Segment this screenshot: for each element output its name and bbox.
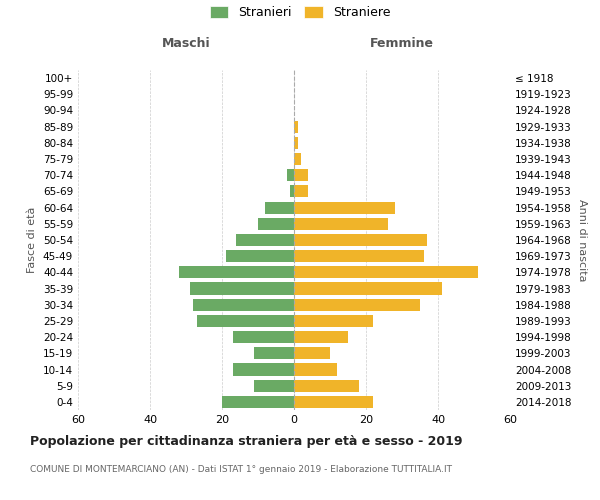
Bar <box>294 380 359 392</box>
Bar <box>236 234 294 246</box>
Bar <box>294 169 308 181</box>
Bar <box>294 153 301 165</box>
Text: COMUNE DI MONTEMARCIANO (AN) - Dati ISTAT 1° gennaio 2019 - Elaborazione TUTTITA: COMUNE DI MONTEMARCIANO (AN) - Dati ISTA… <box>30 465 452 474</box>
Text: Maschi: Maschi <box>161 37 211 50</box>
Y-axis label: Anni di nascita: Anni di nascita <box>577 198 587 281</box>
Text: Popolazione per cittadinanza straniera per età e sesso - 2019: Popolazione per cittadinanza straniera p… <box>30 435 463 448</box>
Bar <box>294 282 442 294</box>
Bar <box>197 315 294 327</box>
Bar <box>294 250 424 262</box>
Bar <box>265 202 294 213</box>
Bar <box>294 331 348 343</box>
Bar <box>294 266 478 278</box>
Bar <box>294 315 373 327</box>
Bar <box>294 298 420 311</box>
Bar <box>294 137 298 149</box>
Bar <box>233 331 294 343</box>
Bar <box>190 282 294 294</box>
Text: Femmine: Femmine <box>370 37 434 50</box>
Bar <box>294 234 427 246</box>
Bar <box>258 218 294 230</box>
Bar <box>290 186 294 198</box>
Legend: Stranieri, Straniere: Stranieri, Straniere <box>209 6 391 19</box>
Bar <box>222 396 294 408</box>
Bar <box>294 120 298 132</box>
Bar <box>294 364 337 376</box>
Bar <box>294 348 330 360</box>
Y-axis label: Fasce di età: Fasce di età <box>28 207 37 273</box>
Bar <box>233 364 294 376</box>
Bar <box>294 218 388 230</box>
Bar <box>254 380 294 392</box>
Bar <box>294 186 308 198</box>
Bar <box>294 396 373 408</box>
Bar <box>226 250 294 262</box>
Bar <box>193 298 294 311</box>
Bar <box>294 202 395 213</box>
Bar <box>287 169 294 181</box>
Bar <box>179 266 294 278</box>
Bar <box>254 348 294 360</box>
